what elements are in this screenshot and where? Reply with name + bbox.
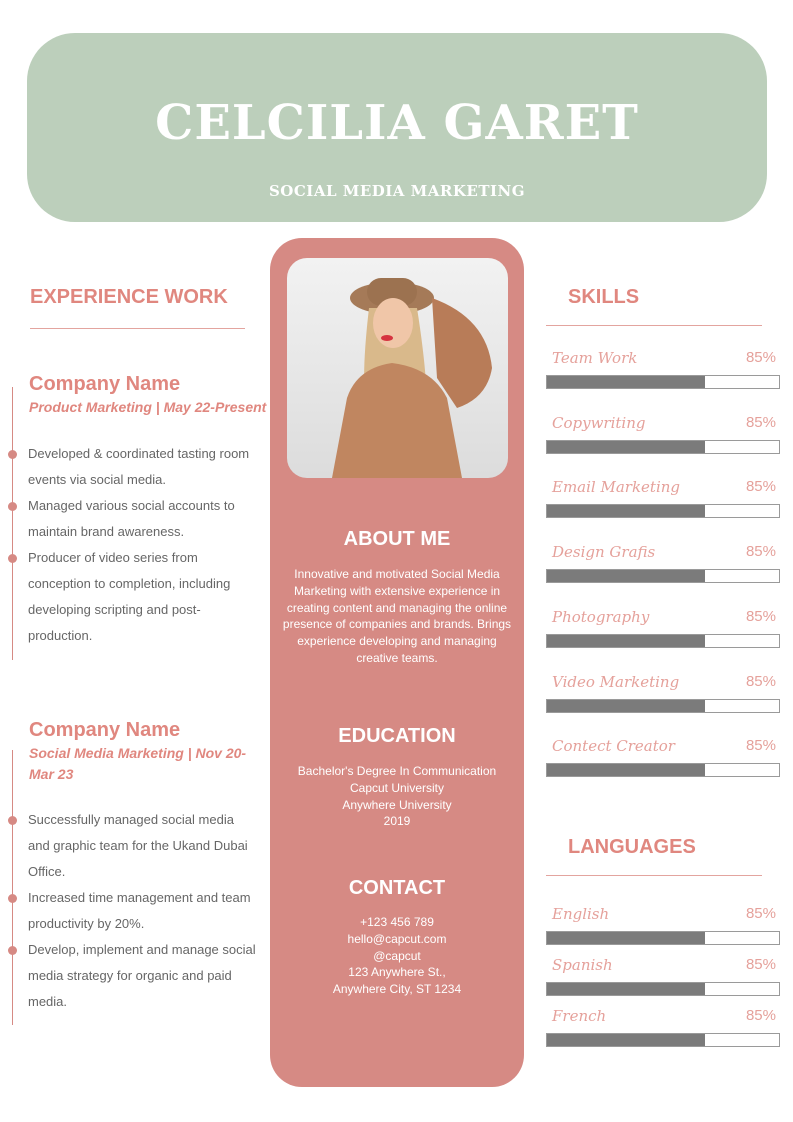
education-line: Anywhere University: [342, 797, 452, 812]
skill-bar: [546, 982, 780, 996]
skill-bar-fill: [547, 570, 705, 583]
company-name: Company Name: [29, 373, 181, 395]
header-banner: CELCILIA GARET SOCIAL MEDIA MARKETING: [27, 33, 767, 222]
education-line: 2019: [383, 814, 411, 829]
skill-bar-fill: [547, 634, 705, 647]
skill-percent: 85%: [745, 607, 776, 625]
skill-bar: [546, 763, 780, 778]
skill-bar-fill: [547, 983, 705, 995]
job-title: SOCIAL MEDIA MARKETING: [268, 182, 526, 200]
skill-bar-fill: [547, 505, 705, 518]
skill-percent: 85%: [745, 672, 776, 690]
bullet-dot-icon: [8, 946, 17, 955]
skill-bar: [546, 931, 780, 945]
contact-address: 123 Anywhere St.,: [348, 965, 446, 980]
skill-label: Copywriting: [552, 413, 646, 432]
skill-bar-fill: [547, 1034, 705, 1046]
education-line: Capcut University: [349, 780, 445, 795]
skill-percent: 85%: [745, 413, 776, 431]
bullet-dot-icon: [8, 894, 17, 903]
skill-label: Team Work: [552, 349, 638, 367]
skill-label: Spanish: [552, 956, 613, 974]
education-line: Bachelor's Degree In Communication: [297, 764, 497, 778]
contact-city: Anywhere City, ST 1234: [332, 982, 462, 997]
divider: [546, 325, 762, 326]
skill-bar-fill: [547, 699, 705, 712]
contact-list: +123 456 789 hello@capcut.com @capcut 12…: [280, 914, 514, 998]
skill-bar-fill: [547, 932, 705, 944]
divider: [546, 875, 762, 876]
skill-bar: [546, 633, 780, 648]
skill-bar: [546, 504, 780, 519]
skill-label: Email Marketing: [552, 478, 681, 497]
skill-percent: 85%: [745, 478, 776, 496]
skill-percent: 85%: [745, 956, 776, 973]
bullet-dot-icon: [8, 554, 17, 563]
education-list: Bachelor's Degree In Communication Capcu…: [280, 763, 514, 830]
bullet-dot-icon: [8, 816, 17, 825]
education-heading: EDUCATION: [338, 725, 456, 747]
skill-bar: [546, 698, 780, 713]
bullet-text: Increased time management and team produ…: [28, 890, 251, 931]
skill-label: English: [552, 905, 610, 923]
bullet-text: Managed various social accounts to maint…: [28, 498, 235, 539]
job-role: Social Media Marketing | Nov 20-Mar 23: [29, 745, 247, 782]
bullet-text: Successfully managed social media and gr…: [28, 812, 248, 879]
about-heading: ABOUT ME: [343, 528, 451, 550]
timeline-line: [12, 387, 13, 660]
skill-label: Photography: [552, 607, 650, 626]
skill-percent: 85%: [745, 905, 776, 922]
skill-label: French: [552, 1007, 607, 1025]
languages-heading: LANGUAGES: [568, 836, 696, 858]
contact-heading: CONTACT: [348, 877, 446, 899]
contact-email: hello@capcut.com: [347, 931, 447, 946]
bullet-dot-icon: [8, 502, 17, 511]
skill-bar-fill: [547, 376, 705, 388]
bullet-text: Producer of video series from conception…: [28, 550, 231, 643]
skill-label: Design Grafis: [552, 543, 656, 562]
divider: [30, 328, 245, 329]
skill-bar-fill: [547, 440, 705, 453]
skill-percent: 85%: [745, 1007, 776, 1024]
bullet-text: Develop, implement and manage social med…: [28, 942, 256, 1009]
skill-percent: 85%: [745, 737, 776, 755]
skill-bar: [546, 569, 780, 584]
timeline-line: [12, 750, 13, 1025]
experience-heading: EXPERIENCE WORK: [30, 286, 228, 308]
skill-bar-fill: [547, 764, 705, 777]
skill-label: Video Marketing: [552, 672, 680, 691]
center-panel: ABOUT ME Innovative and motivated Social…: [270, 238, 524, 1087]
contact-handle: @capcut: [373, 948, 421, 963]
company-name: Company Name: [29, 719, 181, 741]
skill-bar: [546, 439, 780, 454]
skill-percent: 85%: [745, 543, 776, 561]
about-text: Innovative and motivated Social Media Ma…: [282, 567, 512, 665]
profile-photo: [287, 258, 508, 478]
skill-percent: 85%: [745, 349, 776, 366]
skill-bar: [546, 375, 780, 389]
skill-bar: [546, 1033, 780, 1047]
skill-label: Contect Creator: [552, 737, 675, 756]
bullet-text: Developed & coordinated tasting room eve…: [28, 446, 250, 487]
job-role: Product Marketing | May 22-Present: [29, 399, 267, 415]
bullet-dot-icon: [8, 450, 17, 459]
person-name: CELCILIA GARET: [155, 95, 639, 151]
contact-phone: +123 456 789: [360, 915, 434, 929]
skills-heading: SKILLS: [568, 286, 640, 308]
